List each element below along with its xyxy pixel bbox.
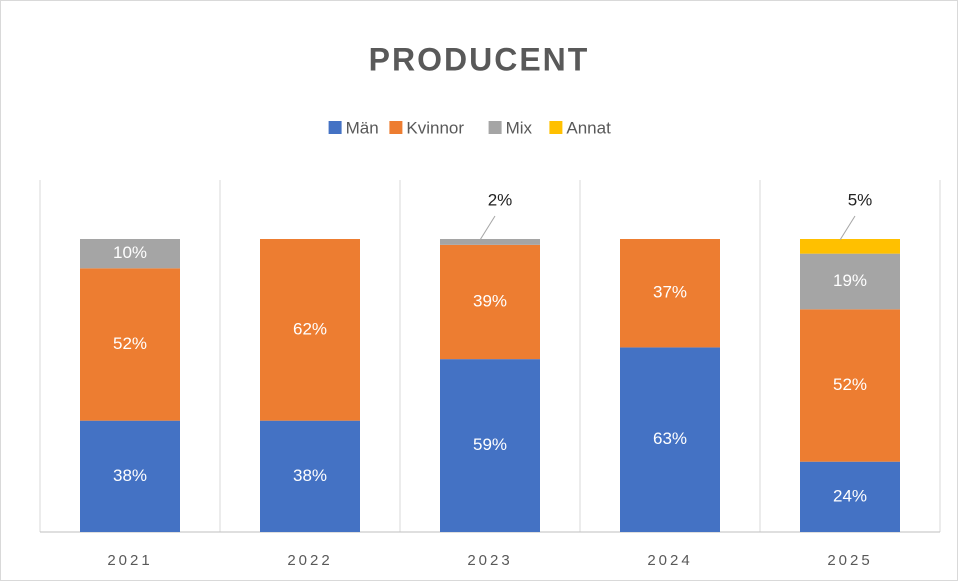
- data-label: 38%: [113, 466, 147, 485]
- bar-segment: [620, 347, 720, 532]
- bar-segment: [620, 239, 720, 348]
- data-label: 59%: [473, 435, 507, 454]
- legend-label: Mix: [506, 118, 533, 137]
- data-label: 19%: [833, 271, 867, 290]
- data-label: 52%: [833, 375, 867, 394]
- legend-label: Annat: [566, 118, 611, 137]
- bar-segment: [440, 239, 540, 245]
- data-label: 24%: [833, 486, 867, 505]
- leader-line: [479, 215, 496, 241]
- bar-segment: [800, 309, 900, 462]
- legend-label: Kvinnor: [406, 118, 464, 137]
- x-tick-label: 2025: [827, 552, 872, 569]
- legend-swatch: [389, 121, 403, 134]
- legend-swatch: [488, 121, 502, 134]
- data-label: 38%: [293, 466, 327, 485]
- bar-segment: [800, 239, 900, 254]
- data-label: 2%: [488, 190, 513, 209]
- data-label: 37%: [653, 283, 687, 302]
- bar-segment: [800, 253, 900, 310]
- x-tick-label: 2022: [287, 552, 332, 569]
- bar-segment: [440, 359, 540, 532]
- bar-segment: [260, 239, 360, 421]
- legend-swatch: [328, 121, 342, 134]
- bar-segment: [440, 244, 540, 360]
- data-label: 5%: [848, 190, 873, 209]
- data-label: 52%: [113, 334, 147, 353]
- x-tick-label: 2023: [467, 552, 512, 569]
- leader-line: [839, 215, 856, 241]
- bar-segment: [800, 461, 900, 532]
- bar-segment: [80, 239, 180, 269]
- legend-swatch: [549, 121, 563, 134]
- legend-label: Män: [346, 118, 379, 137]
- data-label: 10%: [113, 243, 147, 262]
- data-label: 62%: [293, 319, 327, 338]
- data-label: 63%: [653, 429, 687, 448]
- bar-segment: [80, 268, 180, 421]
- x-tick-label: 2021: [107, 552, 152, 569]
- bar-segment: [80, 420, 180, 532]
- data-label: 39%: [473, 291, 507, 310]
- chart-title: PRODUCENT: [369, 41, 590, 77]
- x-tick-label: 2024: [647, 552, 692, 569]
- bar-segment: [260, 420, 360, 532]
